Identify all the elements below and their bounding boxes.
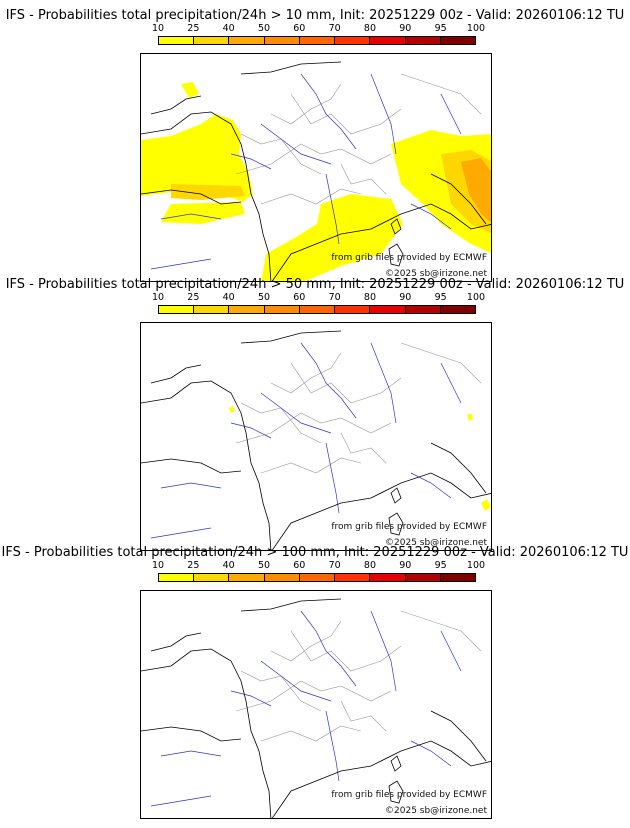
colorbar-swatch [229,574,265,581]
credit-source: from grib files provided by ECMWF [331,253,487,263]
river-lines [150,73,462,270]
colorbar-swatch [229,306,265,313]
colorbar-swatch [335,306,371,313]
river-lines [150,610,462,807]
colorbar-tick: 95 [434,292,447,303]
colorbar-swatch [194,37,230,44]
colorbar-tick: 25 [187,292,200,303]
precip-layer [229,406,491,511]
colorbar-tick: 100 [466,23,486,34]
colorbar-swatch [335,37,371,44]
colorbar-swatch [159,306,195,313]
map-svg [141,330,491,550]
colorbar-tick: 70 [328,292,341,303]
panel-title: IFS - Probabilities total precipitation/… [5,277,625,292]
colorbar-tick: 95 [434,560,447,571]
coastline [141,598,491,818]
map-frame: from grib files provided by ECMWF ©2025 … [140,53,492,282]
colorbar-swatch [370,306,406,313]
panel-50mm: IFS - Probabilities total precipitation/… [0,277,630,551]
credit-source: from grib files provided by ECMWF [331,522,487,532]
colorbar-tick: 95 [434,23,447,34]
coastline [141,330,491,550]
map-frame: from grib files provided by ECMWF ©2025 … [140,590,492,819]
panel-100mm: IFS - Probabilities total precipitation/… [0,545,630,819]
panel-title: IFS - Probabilities total precipitation/… [1,545,629,560]
coastline [141,61,491,281]
colorbar-tick: 80 [363,23,377,34]
colorbar-tick: 90 [399,292,412,303]
colorbar-swatch [299,574,336,581]
colorbar-tick: 90 [399,560,412,571]
colorbar-swatch [264,306,300,313]
colorbar-tick: 60 [293,23,306,34]
colorbar-tick: 50 [257,23,271,34]
colorbar-tick: 70 [328,23,341,34]
colorbar-tick: 80 [363,292,377,303]
colorbar-swatch [194,574,230,581]
colorbar-tick: 40 [222,23,235,34]
colorbar-swatch [405,37,441,44]
colorbar-swatch [405,574,441,581]
colorbar-swatch [264,37,300,44]
colorbar-tick: 60 [293,292,306,303]
colorbar-tick: 50 [257,560,271,571]
colorbar-tick: 80 [363,560,377,571]
colorbar-swatch [159,37,195,44]
colorbar-tick: 100 [466,560,486,571]
colorbar-swatch [440,37,475,44]
credit-copyright: ©2025 sb@irizone.net [385,806,487,816]
colorbar [158,36,476,45]
river-lines [150,342,462,539]
map-svg [141,61,491,281]
colorbar-swatch [229,37,265,44]
panel-10mm: IFS - Probabilities total precipitation/… [0,8,630,282]
colorbar [158,305,476,314]
colorbar-tick: 100 [466,292,486,303]
colorbar-swatch [264,574,300,581]
colorbar-tick: 10 [151,560,165,571]
border-lines [235,342,482,474]
colorbar-tick: 90 [399,23,412,34]
colorbar [158,573,476,582]
map-svg [141,598,491,818]
credit-copyright: ©2025 sb@irizone.net [385,538,487,548]
colorbar-tick: 25 [187,23,200,34]
credit-source: from grib files provided by ECMWF [331,790,487,800]
colorbar-labels: 10 25 40 50 60 70 80 90 95 100 [152,292,485,303]
border-lines [235,610,482,742]
colorbar-tick: 50 [257,292,271,303]
panel-title: IFS - Probabilities total precipitation/… [5,8,625,23]
colorbar-swatch [194,306,230,313]
colorbar-tick: 10 [151,23,165,34]
colorbar-swatch [159,574,195,581]
colorbar-swatch [299,306,336,313]
colorbar-tick: 70 [328,560,341,571]
colorbar-swatch [299,37,336,44]
colorbar-tick: 40 [222,292,235,303]
colorbar-tick: 10 [151,292,165,303]
colorbar-tick: 40 [222,560,235,571]
colorbar-labels: 10 25 40 50 60 70 80 90 95 100 [152,560,485,571]
colorbar-swatch [370,574,406,581]
colorbar-labels: 10 25 40 50 60 70 80 90 95 100 [152,23,485,34]
colorbar-swatch [370,37,406,44]
colorbar-swatch [440,306,475,313]
colorbar-tick: 25 [187,560,200,571]
credit-copyright: ©2025 sb@irizone.net [385,269,487,279]
colorbar-swatch [405,306,441,313]
precip-layer [141,82,491,281]
colorbar-swatch [440,574,475,581]
map-frame: from grib files provided by ECMWF ©2025 … [140,322,492,551]
colorbar-tick: 60 [293,560,306,571]
colorbar-swatch [335,574,371,581]
